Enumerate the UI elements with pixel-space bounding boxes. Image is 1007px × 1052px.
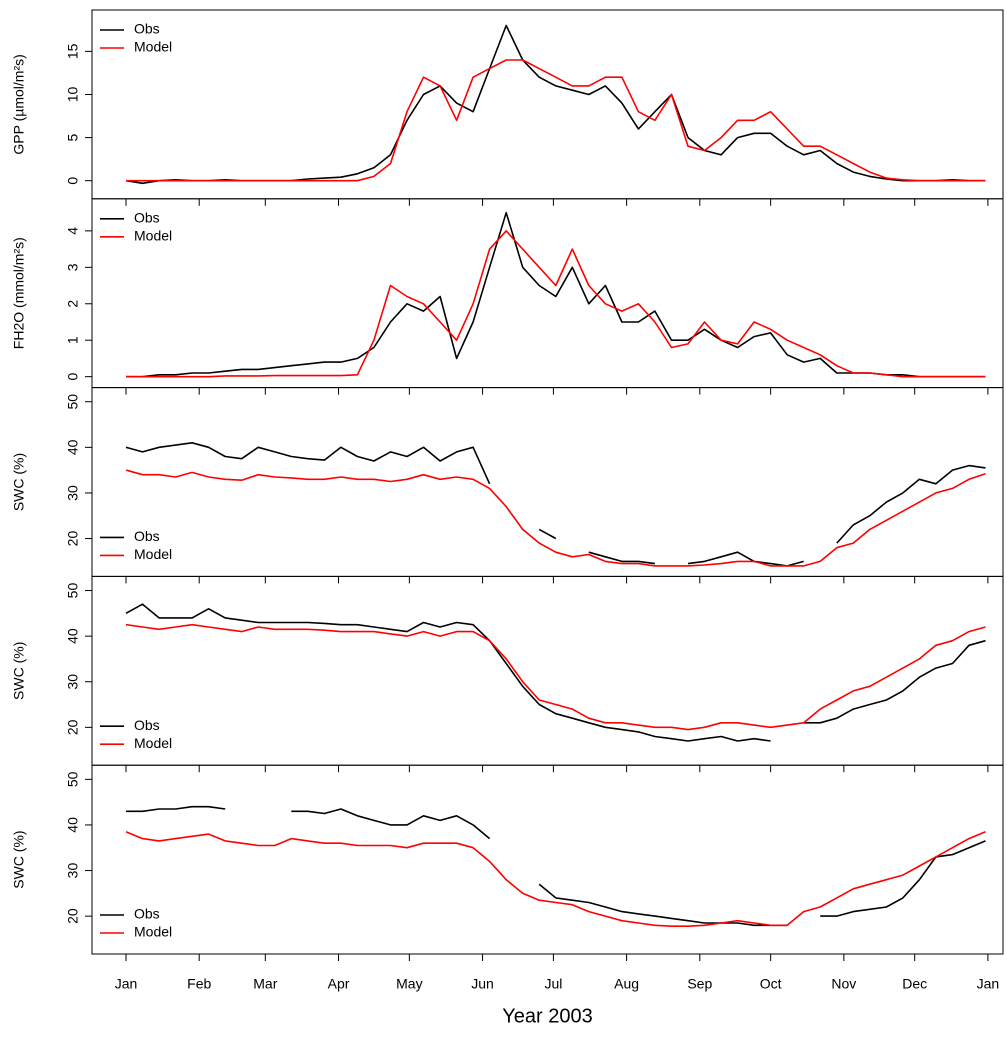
series-line [126, 211, 986, 378]
x-tick-label: Jul [544, 976, 562, 992]
series-line [126, 59, 986, 182]
panel: 0 5 10 15 GPP (µmol/m²s) Obs Model [11, 9, 1004, 206]
x-tick-label: Aug [614, 976, 639, 992]
y-tick-label: 3 [65, 263, 81, 271]
y-tick-label: 15 [65, 43, 81, 59]
legend-label: Obs [134, 21, 160, 37]
legend-label: Obs [134, 528, 160, 544]
plot-frame [91, 198, 1004, 389]
x-tick-label: May [396, 976, 422, 992]
x-tick-label: Jun [471, 976, 494, 992]
y-axis-label: SWC (%) [11, 642, 27, 700]
legend-label: Model [134, 39, 172, 55]
series-line [125, 469, 986, 567]
y-axis-label: SWC (%) [11, 453, 27, 511]
y-tick-label: 40 [65, 817, 81, 833]
series-line [126, 805, 986, 927]
y-tick-label: 4 [65, 227, 81, 235]
y-tick-label: 10 [65, 86, 81, 102]
x-axis-label: Year 2003 [502, 1005, 592, 1027]
x-tick-label: Dec [902, 976, 927, 992]
x-tick-label: Sep [687, 976, 712, 992]
y-tick-label: 40 [65, 628, 81, 644]
legend-label: Model [134, 546, 172, 562]
y-tick-label: 2 [65, 300, 81, 308]
series-line [125, 603, 986, 742]
legend-label: Obs [134, 210, 160, 226]
panel: 0 1 2 3 4 FH2O (mmol/m²s) Obs Model [11, 198, 1004, 395]
x-tick-label: Apr [328, 976, 350, 992]
series-line [125, 442, 986, 567]
y-tick-label: 20 [65, 719, 81, 735]
plot-frame [91, 764, 1004, 955]
y-tick-label: 40 [65, 439, 81, 455]
y-tick-label: 5 [65, 133, 81, 141]
y-axis-label: FH2O (mmol/m²s) [11, 237, 27, 349]
series-line [126, 230, 986, 378]
legend-label: Model [134, 735, 172, 751]
x-tick-label: Nov [831, 976, 856, 992]
x-tick-label: Jan [115, 976, 138, 992]
y-tick-label: 0 [65, 373, 81, 381]
series-line [125, 24, 986, 185]
y-tick-label: 50 [65, 771, 81, 787]
series-line [125, 623, 986, 731]
panel: 20 30 40 50 SWC (%) Jan Feb Mar Apr May Jun Jul Aug S… [11, 764, 1004, 1027]
series-line [125, 831, 986, 927]
y-tick-label: 0 [65, 177, 81, 185]
y-tick-label: 1 [65, 336, 81, 344]
x-tick-label: Oct [760, 976, 782, 992]
x-tick-label: Mar [253, 976, 277, 992]
y-tick-label: 30 [65, 485, 81, 501]
legend-label: Model [134, 228, 172, 244]
y-tick-label: 50 [65, 394, 81, 410]
x-tick-label: Feb [187, 976, 211, 992]
y-tick-label: 20 [65, 531, 81, 547]
x-tick-label: Jan [977, 976, 1000, 992]
legend-label: Obs [134, 906, 160, 922]
panel: 20 30 40 50 SWC (%) Obs Model [11, 387, 1004, 584]
y-tick-label: 20 [65, 908, 81, 924]
legend-label: Obs [134, 717, 160, 733]
y-axis-label: SWC (%) [11, 830, 27, 888]
y-tick-label: 30 [65, 674, 81, 690]
legend-label: Model [134, 924, 172, 940]
y-tick-label: 50 [65, 583, 81, 599]
y-tick-label: 30 [65, 863, 81, 879]
panel: 20 30 40 50 SWC (%) Obs Model [11, 575, 1004, 773]
y-axis-label: GPP (µmol/m²s) [11, 54, 27, 154]
plot-frame [91, 575, 1004, 766]
